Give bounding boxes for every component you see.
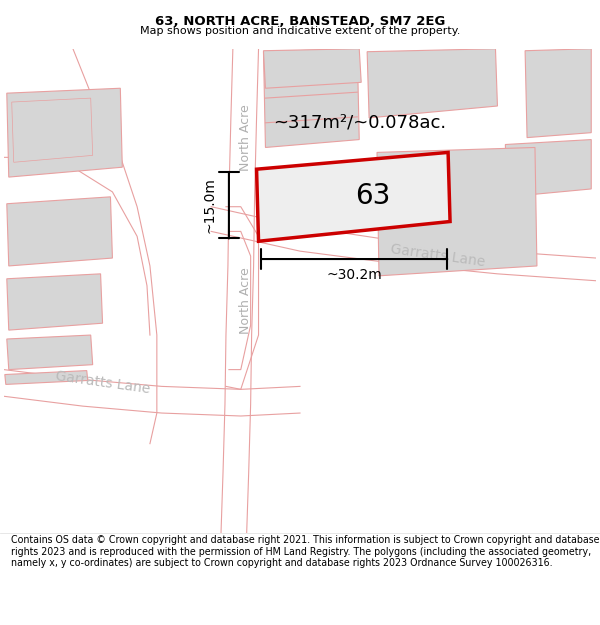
Polygon shape bbox=[277, 168, 413, 228]
Text: Map shows position and indicative extent of the property.: Map shows position and indicative extent… bbox=[140, 26, 460, 36]
Polygon shape bbox=[4, 369, 300, 416]
Polygon shape bbox=[5, 371, 88, 384]
Polygon shape bbox=[263, 49, 361, 88]
Text: Garratts Lane: Garratts Lane bbox=[55, 369, 151, 396]
Polygon shape bbox=[367, 49, 497, 118]
Polygon shape bbox=[7, 197, 112, 266]
Text: ~30.2m: ~30.2m bbox=[326, 268, 382, 282]
Polygon shape bbox=[7, 274, 103, 330]
Polygon shape bbox=[211, 207, 596, 281]
Text: ~317m²/~0.078ac.: ~317m²/~0.078ac. bbox=[272, 114, 446, 132]
Polygon shape bbox=[377, 148, 537, 276]
Text: ~15.0m: ~15.0m bbox=[202, 177, 216, 233]
Text: North Acre: North Acre bbox=[239, 104, 252, 171]
Polygon shape bbox=[263, 49, 359, 148]
Polygon shape bbox=[12, 98, 92, 162]
Text: Garratts Lane: Garratts Lane bbox=[390, 242, 487, 269]
Polygon shape bbox=[7, 88, 122, 177]
Polygon shape bbox=[505, 139, 591, 197]
Text: 63: 63 bbox=[355, 182, 391, 210]
Polygon shape bbox=[525, 49, 591, 138]
Text: 63, NORTH ACRE, BANSTEAD, SM7 2EG: 63, NORTH ACRE, BANSTEAD, SM7 2EG bbox=[155, 14, 445, 28]
Polygon shape bbox=[226, 207, 300, 256]
Text: Contains OS data © Crown copyright and database right 2021. This information is : Contains OS data © Crown copyright and d… bbox=[11, 535, 599, 569]
Text: North Acre: North Acre bbox=[239, 267, 252, 334]
Polygon shape bbox=[221, 49, 259, 532]
Polygon shape bbox=[257, 152, 450, 241]
Polygon shape bbox=[7, 335, 92, 369]
